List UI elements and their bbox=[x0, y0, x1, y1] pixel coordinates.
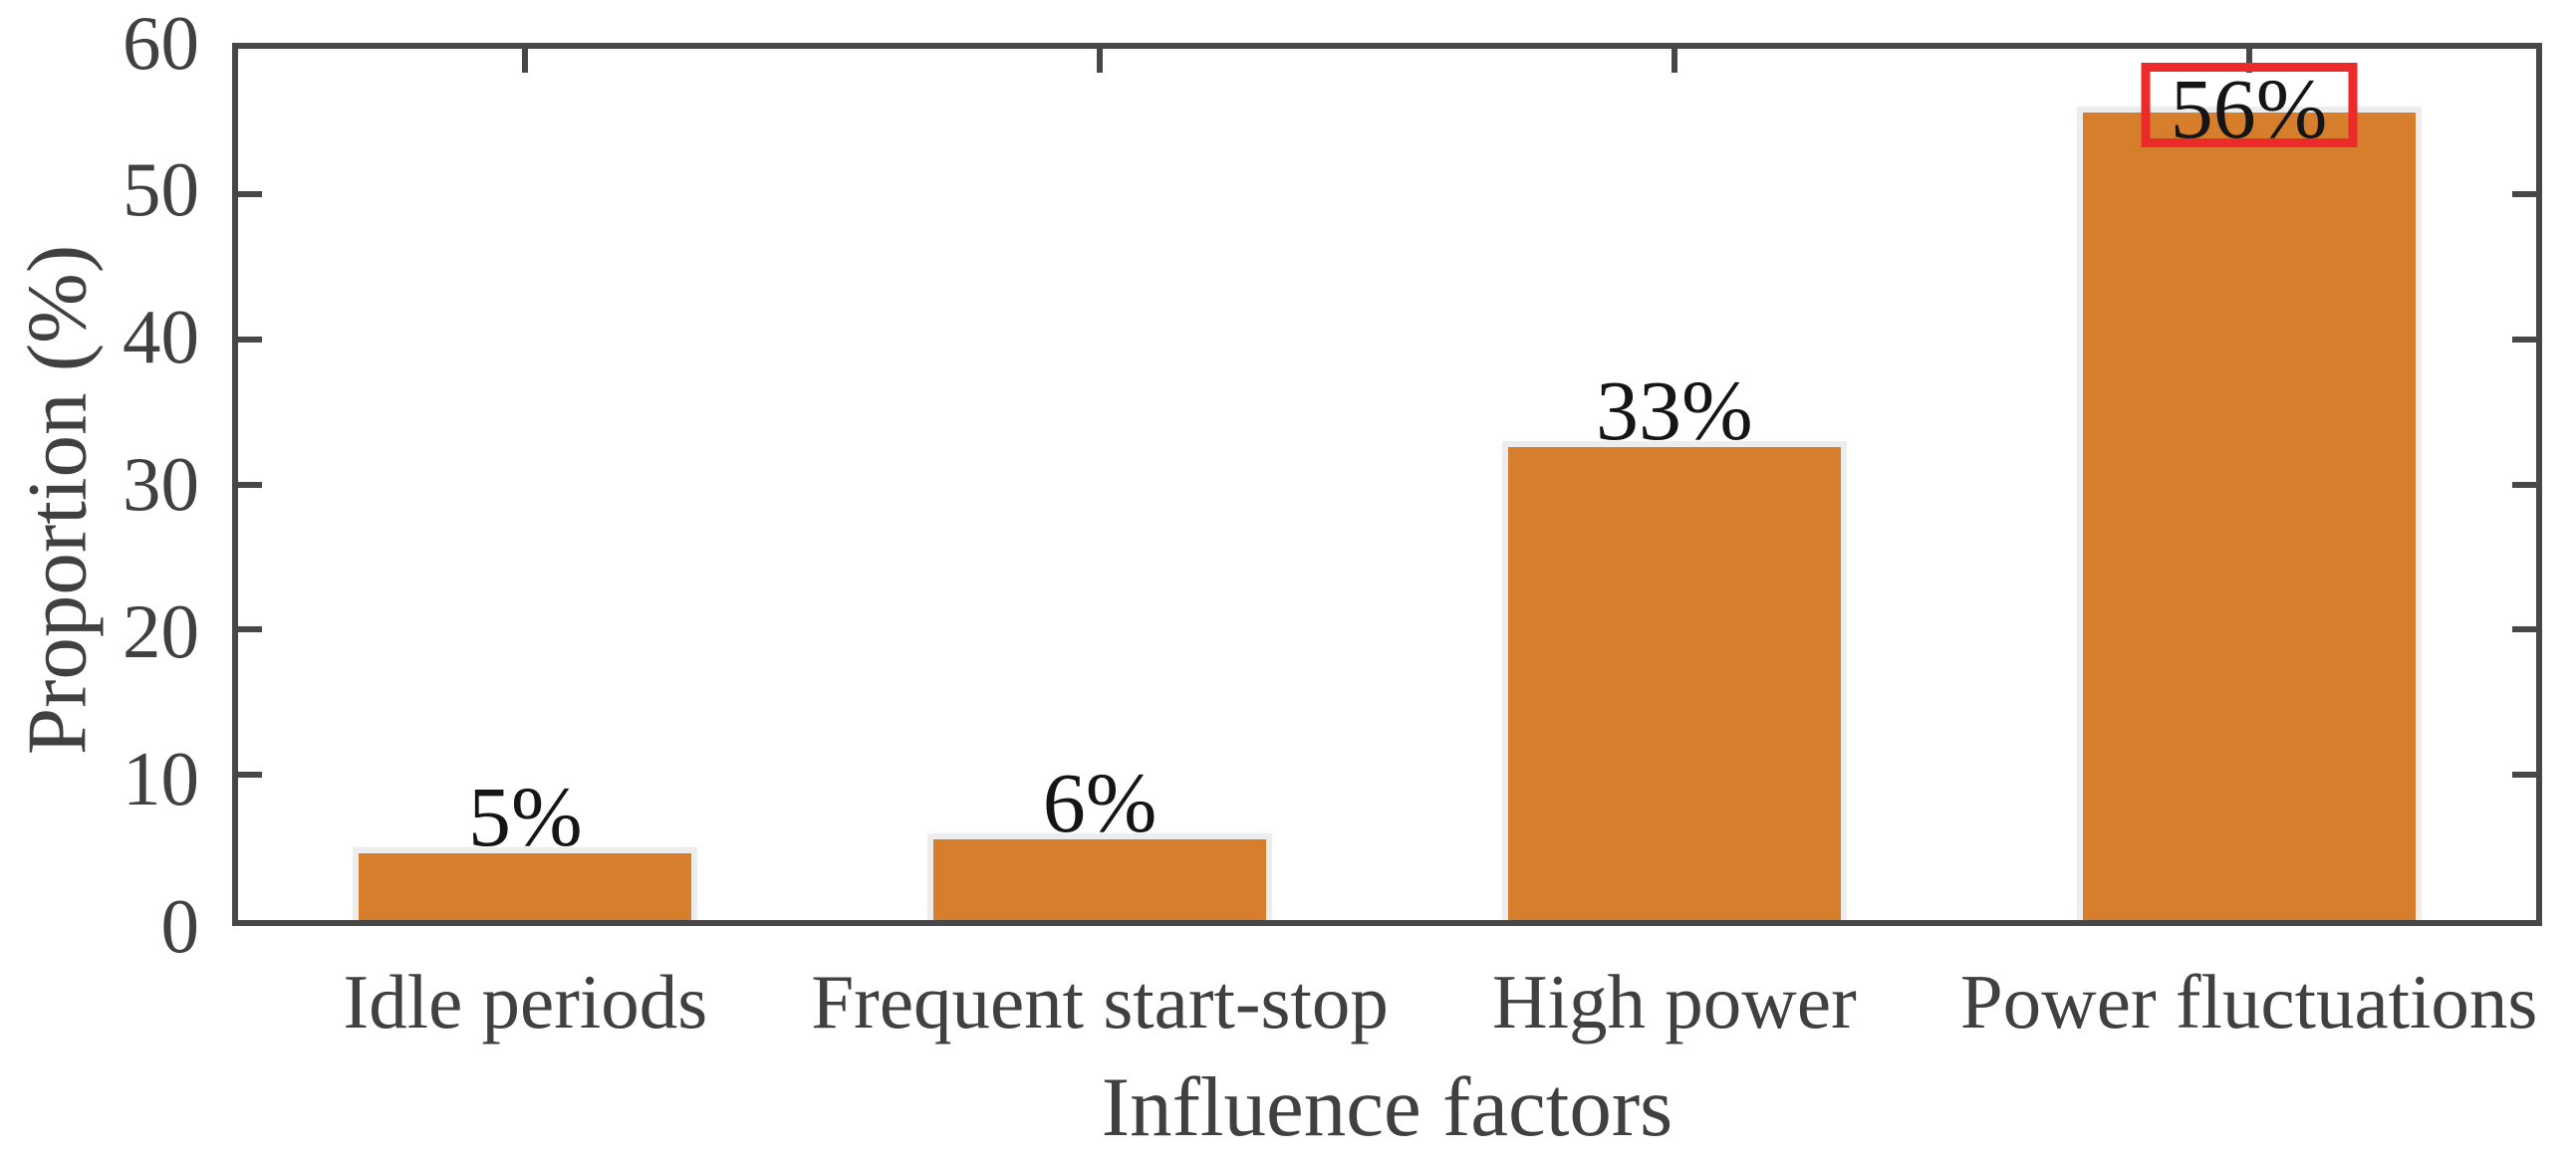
bar-value-label: 33% bbox=[1596, 361, 1753, 458]
bar-value-label: 5% bbox=[468, 769, 583, 865]
y-tick-left bbox=[238, 626, 262, 633]
x-tick-top bbox=[522, 49, 529, 73]
bar bbox=[2076, 107, 2422, 920]
y-tick-label: 50 bbox=[123, 146, 199, 233]
y-tick-left bbox=[238, 336, 262, 343]
y-tick-right bbox=[2512, 481, 2536, 488]
x-tick-label: High power bbox=[1492, 959, 1857, 1045]
y-tick-right bbox=[2512, 626, 2536, 633]
y-tick-label: 60 bbox=[123, 0, 199, 86]
bar bbox=[1501, 440, 1847, 920]
x-tick-top bbox=[1671, 49, 1677, 73]
y-tick-label: 20 bbox=[123, 587, 199, 674]
y-tick-right bbox=[2512, 336, 2536, 343]
y-tick-label: 30 bbox=[123, 441, 199, 527]
y-tick-label: 10 bbox=[123, 735, 199, 821]
plot-area bbox=[232, 43, 2542, 926]
y-tick-left bbox=[238, 772, 262, 779]
bar bbox=[353, 847, 698, 920]
y-tick-label: 40 bbox=[123, 294, 199, 380]
x-tick-top bbox=[2245, 49, 2252, 73]
x-tick-label: Power fluctuations bbox=[1959, 959, 2538, 1045]
y-tick-left bbox=[238, 190, 262, 197]
x-tick-top bbox=[1097, 49, 1104, 73]
y-tick-left bbox=[238, 481, 262, 488]
highlight-box: 56% bbox=[2141, 63, 2358, 151]
y-tick-right bbox=[2512, 772, 2536, 779]
y-tick-right bbox=[2512, 190, 2536, 197]
x-tick-label: Frequent start-stop bbox=[811, 959, 1389, 1045]
x-axis-title: Influence factors bbox=[1101, 1060, 1674, 1154]
bar bbox=[927, 832, 1273, 920]
y-tick-label: 0 bbox=[160, 882, 200, 969]
x-tick-label: Idle periods bbox=[343, 959, 708, 1045]
bar-value-label: 6% bbox=[1042, 754, 1158, 850]
